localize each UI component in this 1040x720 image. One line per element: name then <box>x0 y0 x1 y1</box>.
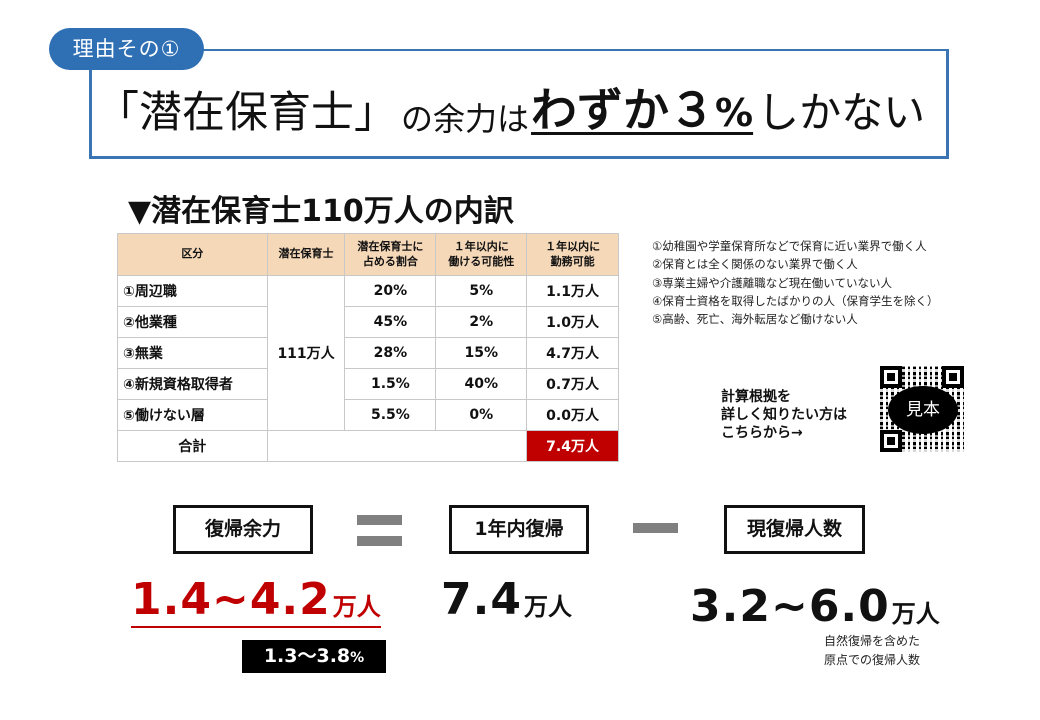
value-one-year-return: 7.4 万人 <box>441 578 572 622</box>
header-available: １年以内に 勤務可能 <box>526 233 619 276</box>
value-number: 1.4~4.2 <box>131 574 331 625</box>
qr-caption-line: 計算根拠を <box>721 389 791 405</box>
category-notes: ①幼稚園や学童保育所などで保育に近い業界で働く人 ②保育とは全く関係のない業界で… <box>652 237 939 328</box>
current-returners-note: 自然復帰を含めた 原点での復帰人数 <box>824 632 920 670</box>
row-share: 28% <box>344 337 437 369</box>
table-row: ④新規資格取得者 1.5% 40% 0.7万人 <box>117 368 619 400</box>
value-number: 3.2~6.0 <box>690 581 890 632</box>
section-title: ▼潜在保育士110万人の内訳 <box>128 194 514 229</box>
term-one-year-return: 1年内復帰 <box>449 505 589 554</box>
header-text: 勤務可能 <box>550 254 595 268</box>
row-category: ⑤働けない層 <box>117 399 268 431</box>
minus-icon <box>633 523 678 533</box>
value-current-returners: 3.2~6.0 万人 <box>690 585 940 629</box>
note-item: ②保育とは全く関係のない業界で働く人 <box>652 257 858 272</box>
title-part-2: の余力は <box>401 100 530 138</box>
row-category: ②他業種 <box>117 306 268 338</box>
value-number: 7.4 <box>441 574 522 625</box>
header-text: 潜在保育士 <box>278 247 334 261</box>
reason-badge: 理由その① <box>49 28 204 70</box>
header-text: 区分 <box>181 247 204 261</box>
percent-badge: 1.3〜3.8% <box>242 640 386 673</box>
row-available: 0.7万人 <box>526 368 619 400</box>
title-frame <box>89 49 949 159</box>
header-text: 潜在保育士に <box>357 240 424 254</box>
header-text: １年以内に <box>545 240 601 254</box>
header-potential: 潜在保育士 <box>266 233 346 276</box>
row-probability: 0% <box>435 399 528 431</box>
row-probability: 40% <box>435 368 528 400</box>
equals-icon <box>357 515 402 547</box>
qr-finder-pattern <box>942 366 964 388</box>
value-unit: 万人 <box>523 593 572 621</box>
qr-finder-pattern <box>880 366 902 388</box>
header-text: 占める割合 <box>362 254 418 268</box>
title-emphasis-text: わずか３ <box>531 83 716 137</box>
term-current-returners: 現復帰人数 <box>724 505 865 554</box>
qr-code-icon[interactable]: 見本 <box>880 366 964 452</box>
qr-caption-line: こちらから→ <box>721 425 803 441</box>
note-item: ⑤高齢、死亡、海外転居など働けない人 <box>652 312 858 327</box>
row-share: 1.5% <box>344 368 437 400</box>
row-share: 45% <box>344 306 437 338</box>
table-total-row: 合計 7.4万人 <box>117 430 619 462</box>
title-part-4: しかない <box>757 88 926 137</box>
header-category: 区分 <box>117 233 268 276</box>
title-emphasis: わずか３% <box>531 74 753 140</box>
row-available: 1.0万人 <box>526 306 619 338</box>
value-unit: 万人 <box>332 593 381 621</box>
row-share: 20% <box>344 275 437 307</box>
note-line: 原点での復帰人数 <box>824 653 921 667</box>
qr-finder-pattern <box>880 430 902 452</box>
breakdown-table: 区分 潜在保育士 潜在保育士に 占める割合 １年以内に 働ける可能性 １年以内に 勤務… <box>117 233 619 462</box>
sample-overlay: 見本 <box>888 386 958 434</box>
header-text: １年以内に <box>453 240 509 254</box>
total-empty-cell <box>266 430 528 462</box>
term-recovery-capacity: 復帰余力 <box>173 505 313 554</box>
note-item: ③専業主婦や介護離職など現在働いていない人 <box>652 275 892 290</box>
table-row: ②他業種 45% 2% 1.0万人 <box>117 306 619 338</box>
row-category: ③無業 <box>117 337 268 369</box>
title-emphasis-percent: % <box>715 91 754 135</box>
percent-unit: % <box>350 650 365 666</box>
page-title: 「潜在保育士」 の余力は わずか３% しかない <box>96 80 925 140</box>
value-unit: 万人 <box>891 600 940 628</box>
note-item: ①幼稚園や学童保育所などで保育に近い業界で働く人 <box>652 239 927 253</box>
note-line: 自然復帰を含めた <box>824 634 921 648</box>
header-text: 働ける可能性 <box>448 254 515 268</box>
row-available: 1.1万人 <box>526 275 619 307</box>
table-row: ③無業 28% 15% 4.7万人 <box>117 337 619 369</box>
table-row: ①周辺職 111万人 20% 5% 1.1万人 <box>117 275 619 431</box>
table-header-row: 区分 潜在保育士 潜在保育士に 占める割合 １年以内に 働ける可能性 １年以内に 勤務… <box>117 233 619 276</box>
row-probability: 2% <box>435 306 528 338</box>
row-available: 0.0万人 <box>526 399 619 431</box>
row-share: 5.5% <box>344 399 437 431</box>
header-probability: １年以内に 働ける可能性 <box>435 233 528 276</box>
value-recovery-capacity: 1.4~4.2 万人 <box>131 578 381 628</box>
header-share: 潜在保育士に 占める割合 <box>344 233 437 276</box>
qr-caption: 計算根拠を 詳しく知りたい方は こちらから→ <box>721 388 847 442</box>
note-item: ④保育士資格を取得したばかりの人（保育学生を除く） <box>652 293 939 308</box>
total-value: 7.4万人 <box>526 430 619 462</box>
row-available: 4.7万人 <box>526 337 619 369</box>
row-category: ①周辺職 <box>117 275 268 307</box>
total-potential-cell: 111万人 <box>266 275 346 431</box>
title-part-1: 「潜在保育士」 <box>96 88 397 138</box>
table-row: ⑤働けない層 5.5% 0% 0.0万人 <box>117 399 619 431</box>
percent-number: 1.3〜3.8 <box>263 645 351 667</box>
row-probability: 15% <box>435 337 528 369</box>
row-category: ④新規資格取得者 <box>117 368 268 400</box>
qr-caption-line: 詳しく知りたい方は <box>721 407 847 423</box>
total-label: 合計 <box>117 430 268 462</box>
row-probability: 5% <box>435 275 528 307</box>
